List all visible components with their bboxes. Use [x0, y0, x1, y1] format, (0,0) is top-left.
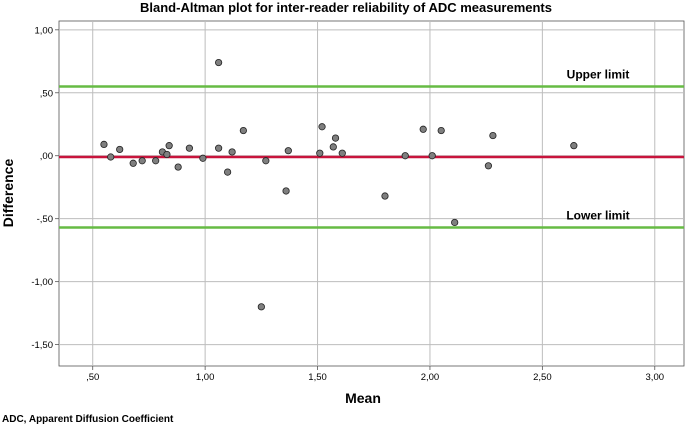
plot-frame	[58, 20, 685, 367]
data-point	[152, 157, 160, 165]
grid	[58, 20, 685, 367]
data-points	[100, 58, 578, 311]
data-point	[199, 154, 207, 162]
data-point	[451, 218, 459, 227]
data-point	[489, 131, 497, 140]
reference-line-label: Upper limit	[567, 67, 630, 81]
y-tick-label: -1,00	[31, 277, 53, 288]
data-point	[318, 123, 326, 131]
y-tick-label: -1,50	[31, 340, 53, 351]
data-point	[138, 157, 146, 165]
y-axis-label: Difference	[0, 159, 16, 228]
data-point	[419, 125, 427, 133]
data-point	[401, 152, 409, 160]
data-point	[262, 157, 270, 165]
x-tick-label: ,50	[86, 372, 99, 383]
x-tick-label: 1,00	[196, 372, 215, 383]
data-point	[570, 142, 578, 150]
data-point	[329, 143, 337, 151]
data-point	[215, 58, 223, 67]
data-point	[165, 142, 173, 150]
data-point	[484, 162, 493, 170]
data-point	[331, 134, 340, 142]
data-point	[228, 148, 236, 156]
y-tick-label: ,00	[40, 151, 53, 162]
y-tick-label: -,50	[37, 214, 53, 225]
x-axis-ticks: ,50 1,00 1,50 2,00 2,50 3,00	[86, 366, 664, 383]
reference-line-label: Lower limit	[566, 208, 629, 222]
data-point	[129, 159, 137, 167]
data-point	[239, 126, 247, 135]
y-tick-label: 1,00	[35, 25, 54, 36]
data-point	[185, 144, 193, 152]
data-point	[284, 147, 292, 155]
data-point	[107, 153, 115, 161]
footnote: ADC, Apparent Diffusion Coefficient	[2, 414, 174, 425]
x-tick-label: 3,00	[646, 372, 665, 383]
data-point	[257, 303, 265, 311]
data-point	[282, 187, 290, 195]
data-point	[215, 144, 223, 152]
data-point	[163, 150, 171, 159]
data-point	[437, 126, 445, 135]
x-tick-label: 1,50	[308, 372, 327, 383]
chart-title: Bland-Altman plot for inter-reader relia…	[140, 0, 552, 15]
x-axis-label: Mean	[345, 390, 381, 406]
y-axis-ticks: 1,00 ,50 ,00 -,50 -1,00 -1,50	[31, 25, 59, 351]
data-point	[174, 163, 182, 171]
data-point	[428, 152, 436, 160]
data-point	[381, 192, 389, 200]
data-point	[338, 149, 346, 157]
x-tick-label: 2,00	[421, 372, 440, 383]
data-point	[316, 149, 324, 157]
data-point	[100, 140, 108, 148]
x-tick-label: 2,50	[533, 372, 552, 383]
data-point	[224, 168, 232, 176]
y-tick-label: ,50	[40, 88, 53, 99]
reference-lines: Upper limit Lower limit	[59, 67, 684, 229]
data-point	[116, 145, 124, 154]
